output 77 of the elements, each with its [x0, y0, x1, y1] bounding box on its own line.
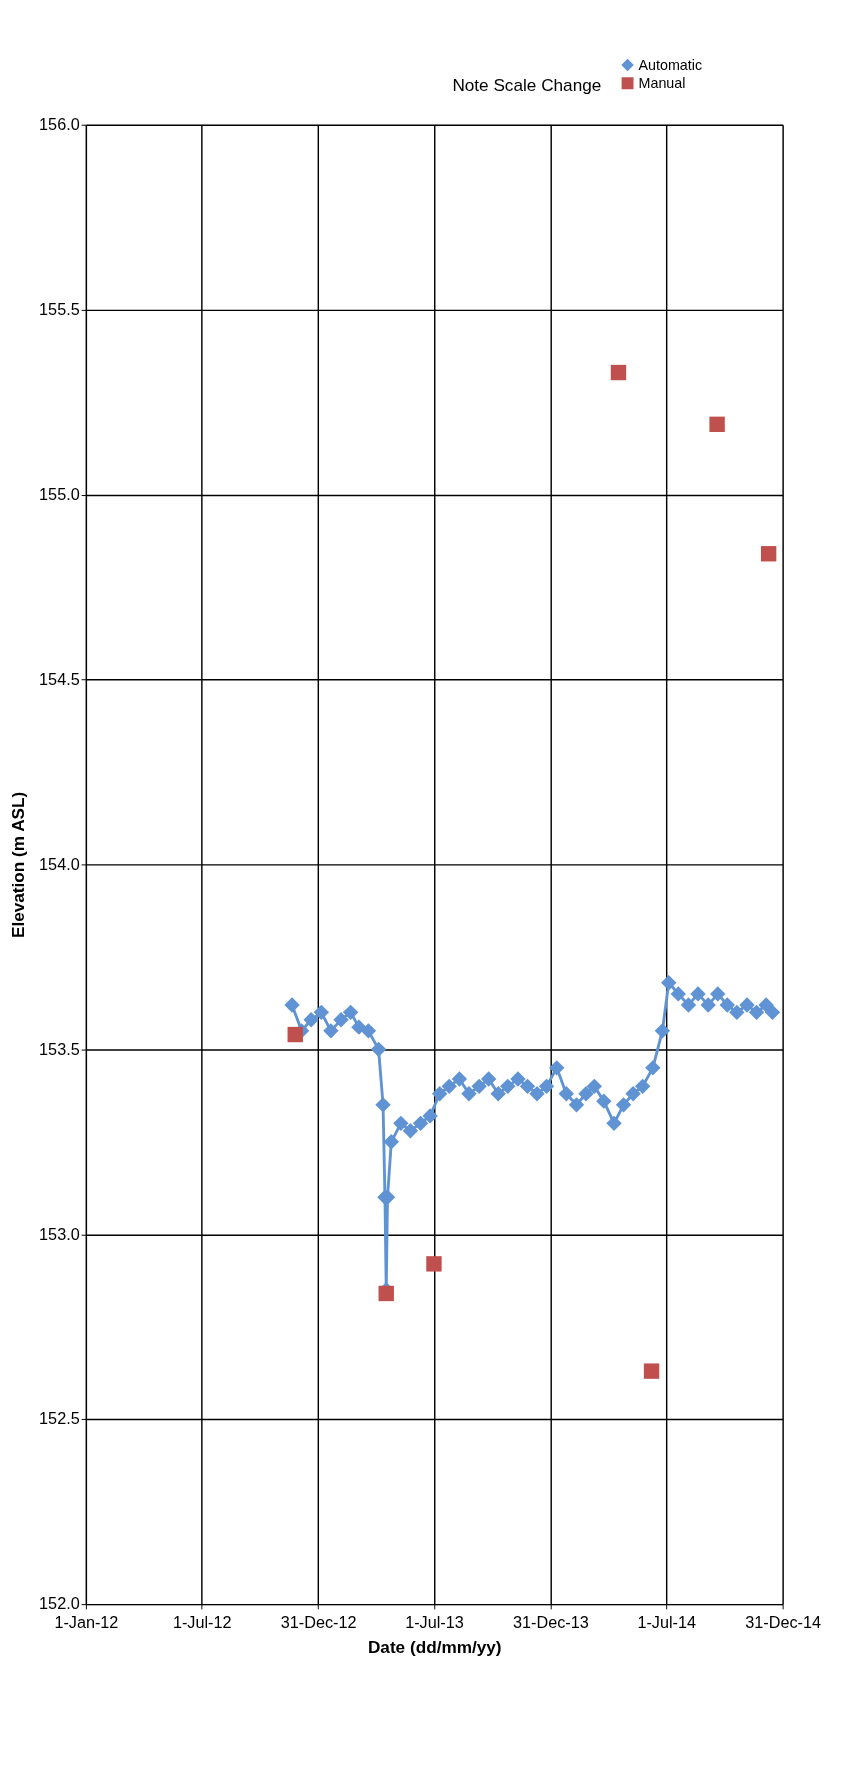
y-tick-label: 156.0	[39, 114, 80, 133]
point	[760, 546, 777, 562]
point	[578, 1086, 594, 1102]
point	[422, 1108, 438, 1124]
point	[313, 1004, 330, 1021]
y-tick-label: 153.0	[39, 1224, 80, 1243]
point	[710, 986, 726, 1002]
point	[402, 1123, 419, 1139]
point	[375, 1097, 391, 1113]
point	[412, 1115, 429, 1132]
y-tick-label: 155.5	[39, 299, 80, 318]
x-tick-label: 1-Jul-14	[637, 1612, 696, 1631]
point	[739, 997, 755, 1013]
x-axis-title: Date (dd/mm/yy)	[367, 1637, 502, 1658]
point	[643, 1363, 660, 1379]
point	[287, 1026, 303, 1043]
y-axis-title: Elevation (m ASL)	[7, 791, 28, 939]
point	[764, 1004, 781, 1021]
point	[634, 1078, 651, 1095]
point	[342, 1004, 359, 1021]
point	[519, 1078, 536, 1095]
x-tick-label: 1-Jul-12	[172, 1612, 232, 1631]
point	[333, 1012, 349, 1028]
point	[370, 1041, 387, 1058]
point	[490, 1086, 506, 1102]
point	[360, 1023, 377, 1039]
text: Note Scale Change	[452, 75, 602, 96]
point	[645, 1060, 661, 1076]
x-tick-label: 31-Dec-12	[280, 1612, 357, 1631]
point	[426, 1256, 442, 1272]
point	[586, 1078, 602, 1095]
point	[500, 1078, 516, 1095]
point	[393, 1115, 409, 1132]
point	[383, 1134, 400, 1150]
y-tick-label: 153.5	[39, 1039, 80, 1058]
y-tick-label: 155.0	[39, 484, 80, 503]
point	[719, 997, 735, 1013]
point	[654, 1023, 671, 1039]
point	[729, 1004, 745, 1021]
point	[606, 1115, 622, 1132]
point	[323, 1023, 339, 1039]
point	[529, 1086, 545, 1102]
point	[596, 1093, 612, 1109]
y-tick-label: 152.0	[39, 1594, 80, 1613]
legend-label: Manual	[638, 74, 686, 91]
y-tick-label: 152.5	[39, 1409, 80, 1428]
point	[549, 1060, 565, 1076]
point	[480, 1071, 497, 1087]
point	[284, 997, 300, 1013]
point	[441, 1078, 457, 1095]
x-tick-label: 31-Dec-13	[513, 1612, 589, 1631]
point	[615, 1097, 632, 1113]
point	[748, 1004, 765, 1021]
x-tick-label: 1-Jan-12	[54, 1612, 119, 1631]
point	[378, 1285, 394, 1302]
legend-label: Automatic	[638, 56, 703, 73]
point	[568, 1097, 585, 1113]
point	[690, 986, 706, 1002]
y-tick-label: 154.5	[39, 669, 80, 688]
x-tick-label: 1-Jul-13	[405, 1612, 464, 1631]
point	[303, 1012, 319, 1028]
point	[510, 1071, 526, 1087]
point	[709, 416, 725, 433]
point	[670, 986, 686, 1002]
point	[700, 997, 716, 1013]
y-tick-label: 154.0	[39, 854, 80, 873]
point	[610, 364, 627, 381]
point	[471, 1078, 487, 1095]
point	[625, 1086, 641, 1102]
point	[680, 997, 697, 1013]
point	[538, 1078, 555, 1095]
point	[558, 1086, 574, 1102]
point	[451, 1071, 468, 1087]
point	[461, 1086, 477, 1102]
point	[661, 975, 677, 991]
point	[431, 1086, 448, 1102]
x-tick-label: 31-Dec-14	[745, 1612, 821, 1631]
